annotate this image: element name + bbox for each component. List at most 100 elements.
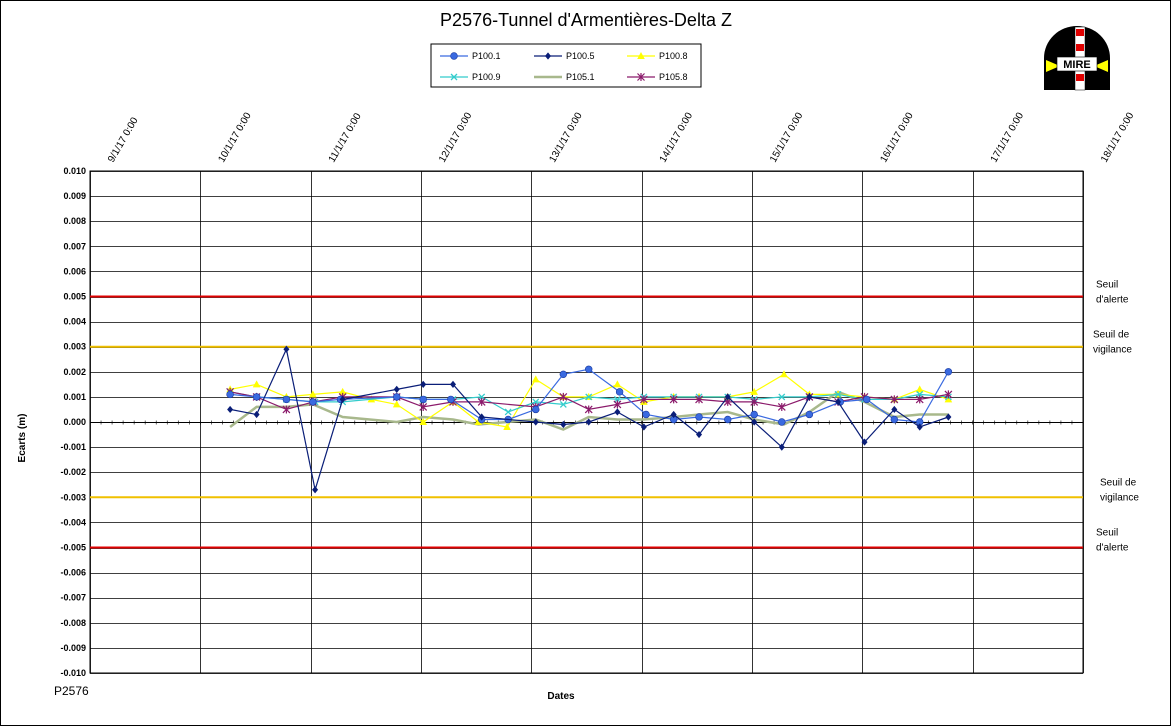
y-tick-label: 0.007 [63,241,86,251]
data-point [863,395,871,404]
data-point [531,375,540,383]
y-tick-label: 0.004 [63,317,86,327]
data-point [780,370,788,378]
data-point [613,380,622,388]
threshold-labels: Seuil d'alerte Seuil de vigilance Seuil de vi… [1093,280,1139,554]
x-tick-label: 17/1/17 0:00 [989,110,1027,164]
x-axis: 9/1/17 0:00 10/1/17 0:00 11/1/17 0:00 12/1/… [106,110,1137,164]
series-P100-1 [226,365,953,426]
logo-staff-mark [1076,44,1084,51]
series-line [229,391,949,413]
data-point [478,413,485,421]
y-tick-label: -0.006 [60,568,86,578]
data-point [669,395,678,404]
y-tick-label: 0.005 [63,292,86,302]
x-tick-label: 10/1/17 0:00 [216,110,254,164]
x-tick-label: 13/1/17 0:00 [547,110,585,164]
data-point [915,385,924,393]
data-point [640,423,647,431]
data-point [253,410,260,419]
data-point [945,413,952,421]
data-point [915,395,924,404]
legend-item: P100.9 [440,72,501,82]
data-point [751,418,758,426]
data-point [478,393,486,401]
data-point [252,380,261,388]
x-tick-label: 11/1/17 0:00 [327,111,364,164]
data-point [227,405,234,414]
data-point [778,443,785,451]
x-axis-label: Dates [547,691,575,702]
data-point [613,400,622,409]
data-point [916,423,923,431]
y-tick-label: 0.009 [63,191,86,201]
data-point [834,390,842,398]
data-point [559,392,568,401]
data-point [944,395,953,403]
threshold-label: d'alerte [1096,543,1129,554]
data-point [777,402,786,411]
data-point [584,405,593,414]
data-point [916,390,924,398]
y-tick-label: -0.002 [60,467,86,477]
data-point [282,405,291,414]
legend-item: P105.1 [534,72,595,82]
threshold-label: d'alerte [1096,295,1129,306]
data-point [532,405,540,414]
data-point [724,415,732,424]
series-layer [226,345,953,494]
data-point [447,395,455,404]
y-tick-label: 0.003 [63,342,86,352]
data-point [419,402,428,411]
data-point [585,393,593,401]
y-tick-label: -0.009 [60,643,86,653]
logo-label-bg [1056,56,1098,72]
data-point [309,390,317,398]
legend-item: P100.1 [440,51,501,61]
y-tick-label: 0.002 [63,367,86,377]
x-tick-label: 15/1/17 0:00 [768,110,806,164]
data-point [474,418,483,425]
legend-label: P100.8 [659,51,688,61]
legend-item: P100.8 [627,51,688,61]
data-point [393,393,401,401]
y-tick-label: -0.004 [60,517,86,527]
x-tick-label: 12/1/17 0:00 [437,110,475,164]
data-point [891,405,898,414]
threshold-lines [90,295,1083,549]
y-tick-label: -0.010 [60,668,86,678]
data-point [637,52,645,59]
data-point [532,398,540,406]
data-point [614,408,621,416]
data-point [890,415,899,424]
data-point [504,408,512,416]
legend-label: P105.8 [659,72,688,82]
data-point [696,430,703,439]
data-point [252,393,261,401]
y-tick-label: -0.003 [60,492,86,502]
x-tick-label: 9/1/17 0:00 [106,115,141,164]
data-point [695,413,703,421]
chart-title: P2576-Tunnel d'Armentières-Delta Z [440,10,732,30]
logo-staff-mark [1076,29,1084,36]
data-point [670,410,677,419]
y-tick-label: 0.001 [63,392,86,402]
data-point [283,345,290,353]
data-point [944,368,953,376]
data-point [420,380,427,388]
legend-label: P105.1 [566,72,595,82]
y-tick-label: -0.001 [60,442,86,452]
logo-text: MIRE [1063,59,1091,71]
legend-item: P105.8 [627,72,688,82]
legend-label: P100.5 [566,51,595,61]
threshold-label: vigilance [1100,492,1139,503]
data-point [309,398,317,406]
y-tick-label: -0.008 [60,618,86,628]
footer-label: P2576 [54,684,89,698]
data-point [944,390,953,399]
y-tick-label: -0.007 [60,593,86,603]
data-point [695,395,703,404]
data-point [450,52,458,60]
data-point [338,387,347,395]
x-tick-label: 16/1/17 0:00 [878,110,916,164]
